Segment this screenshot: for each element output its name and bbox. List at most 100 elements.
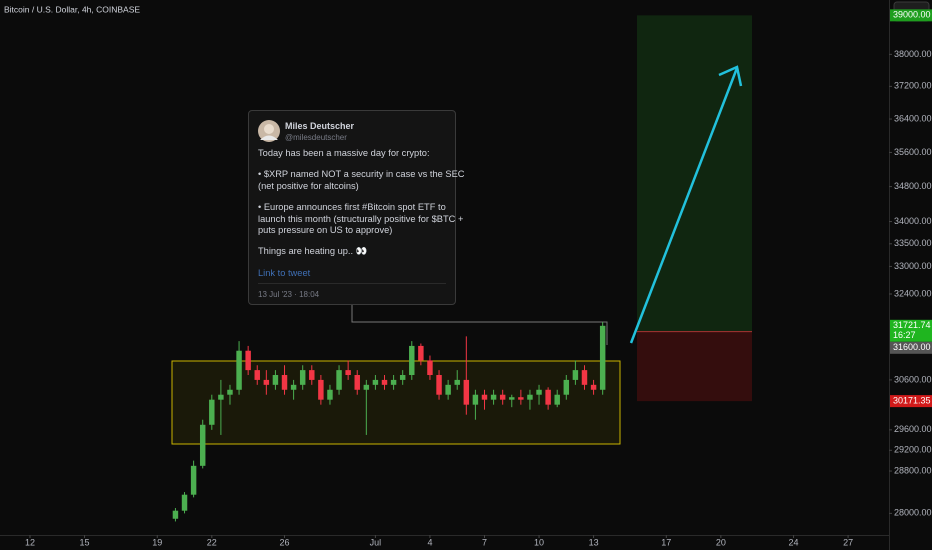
candle-body bbox=[372, 379, 379, 385]
x-tick-label: 15 bbox=[80, 537, 90, 547]
candle-body bbox=[199, 424, 206, 466]
tweet-line: • Europe announces first #Bitcoin spot E… bbox=[258, 202, 446, 212]
candle-body bbox=[481, 394, 488, 400]
candle-body bbox=[318, 379, 324, 400]
y-tick-label: 37200.00 bbox=[894, 81, 932, 91]
tweet-handle: @milesdeutscher bbox=[285, 133, 347, 142]
y-tick-label: 34800.00 bbox=[894, 181, 932, 191]
last-price-label: 31721.74 bbox=[893, 320, 931, 330]
candle-body bbox=[490, 394, 497, 400]
candle-body bbox=[454, 379, 460, 385]
x-tick-label: 7 bbox=[482, 537, 487, 547]
x-tick-label: 27 bbox=[843, 537, 853, 547]
tweet-line: launch this month (structurally positive… bbox=[258, 214, 464, 224]
candle-body bbox=[290, 384, 297, 390]
tweet-link[interactable]: Link to tweet bbox=[258, 268, 311, 278]
candle-body bbox=[227, 389, 233, 395]
candle-body bbox=[527, 394, 533, 400]
stop-label: 30171.35 bbox=[893, 395, 931, 405]
candle-body bbox=[181, 494, 188, 511]
tweet-author: Miles Deutscher bbox=[285, 121, 355, 131]
candle-body bbox=[272, 375, 279, 385]
y-tick-label: 29200.00 bbox=[894, 445, 932, 455]
candle-body bbox=[209, 399, 215, 425]
candle-body bbox=[263, 379, 270, 385]
stop-label-bg bbox=[890, 395, 932, 408]
tweet-date: 13 Jul '23 · 18:04 bbox=[258, 290, 320, 299]
tweet-line: Today has been a massive day for crypto: bbox=[258, 148, 430, 158]
candle-body bbox=[536, 389, 542, 395]
candle-body bbox=[436, 375, 442, 395]
x-tick-label: Jul bbox=[370, 537, 382, 547]
candle-body bbox=[254, 370, 260, 380]
candle-body bbox=[190, 465, 197, 495]
y-tick-label: 35600.00 bbox=[894, 147, 932, 157]
trend-arrow bbox=[629, 67, 739, 344]
tweet-line: Things are heating up.. 👀 bbox=[258, 246, 368, 256]
x-tick-label: 26 bbox=[280, 537, 290, 547]
candle-body bbox=[309, 370, 315, 380]
candle-body bbox=[172, 510, 179, 519]
candle-body bbox=[581, 370, 588, 385]
candle-body bbox=[409, 345, 415, 376]
y-tick-label: 32400.00 bbox=[894, 288, 932, 298]
chart-title: Bitcoin / U.S. Dollar, 4h, COINBASE bbox=[4, 4, 140, 14]
tweet-line: puts pressure on US to approve) bbox=[258, 225, 393, 235]
y-tick-label: 34000.00 bbox=[894, 216, 932, 226]
candle-body bbox=[463, 379, 470, 405]
x-tick-label: 19 bbox=[152, 537, 162, 547]
avatar bbox=[258, 120, 280, 142]
entry-label: 31600.00 bbox=[893, 342, 931, 352]
plot-pane bbox=[171, 15, 752, 522]
candle-body bbox=[554, 394, 560, 405]
tweet-line: (net positive for altcoins) bbox=[258, 181, 359, 191]
entry-label-bg bbox=[890, 341, 932, 354]
tweet-line: • $XRP named NOT a security in case vs t… bbox=[258, 169, 465, 179]
candle-body bbox=[299, 370, 306, 385]
y-tick-label: 28000.00 bbox=[894, 508, 932, 518]
candle-body bbox=[472, 394, 479, 405]
candle-body bbox=[499, 394, 506, 400]
candle-body bbox=[590, 384, 597, 390]
tweet-card: Miles Deutscher @milesdeutscher Today ha… bbox=[248, 110, 465, 305]
candle-body bbox=[418, 345, 424, 361]
y-tick-label: 29600.00 bbox=[894, 424, 932, 434]
candle-body bbox=[327, 389, 333, 400]
x-tick-label: 22 bbox=[207, 537, 217, 547]
candle-body bbox=[518, 397, 524, 400]
x-tick-label: 24 bbox=[789, 537, 799, 547]
candle-body bbox=[336, 370, 342, 390]
candle-body bbox=[245, 350, 251, 371]
candle-body bbox=[363, 384, 370, 390]
x-tick-label: 10 bbox=[534, 537, 544, 547]
y-tick-label: 33000.00 bbox=[894, 261, 932, 271]
x-tick-label: 12 bbox=[25, 537, 35, 547]
y-tick-label: 38000.00 bbox=[894, 49, 932, 59]
x-tick-label: 4 bbox=[427, 537, 432, 547]
candle-body bbox=[236, 350, 242, 390]
y-tick-label: 28800.00 bbox=[894, 465, 932, 475]
candle-body bbox=[563, 379, 570, 395]
x-tick-label: 13 bbox=[589, 537, 599, 547]
stop-zone bbox=[637, 331, 752, 402]
target-label: 39000.00 bbox=[893, 10, 931, 20]
y-tick-label: 36400.00 bbox=[894, 113, 932, 123]
x-tick-label: 20 bbox=[716, 537, 726, 547]
candle-body bbox=[399, 375, 406, 380]
x-tick-label: 17 bbox=[661, 537, 671, 547]
candle-body bbox=[445, 384, 451, 395]
candle-body bbox=[218, 394, 224, 400]
candle-body bbox=[390, 379, 397, 385]
candle-body bbox=[354, 375, 360, 390]
candle-body bbox=[281, 375, 288, 390]
countdown: 16:27 bbox=[893, 330, 916, 340]
trend-arrow-head bbox=[718, 65, 743, 87]
candle-body bbox=[509, 397, 515, 400]
candle-body bbox=[427, 360, 433, 376]
tweet-connector bbox=[351, 305, 608, 345]
y-tick-label: 33500.00 bbox=[894, 238, 932, 248]
candle-body bbox=[572, 370, 579, 380]
candle-body bbox=[599, 325, 606, 390]
